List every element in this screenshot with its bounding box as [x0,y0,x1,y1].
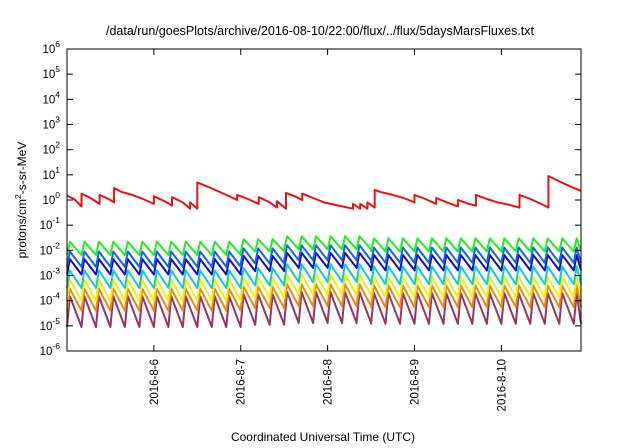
y-tick-label: 100 [42,190,60,207]
y-tick-base: 10 [40,271,53,283]
y-tick-exponent: 2 [55,140,60,150]
series-line-6 [66,283,582,312]
y-tick-label: 10-5 [40,316,61,333]
y-tick-base: 10 [42,120,55,132]
y-tick-exponent: -4 [52,291,60,301]
x-tick-label: 2016-8-7 [236,359,248,405]
series-line-2 [66,244,582,268]
y-tick-label: 103 [42,115,60,132]
series-line-0 [66,175,582,210]
x-axis-ticks: 2016-8-6 2016-8-7 2016-8-8 2016-8-9 2016-8-1… [149,49,508,411]
y-tick-base: 10 [42,170,55,182]
y-tick-exponent: 1 [55,165,60,175]
y-tick-base: 10 [42,44,55,56]
series-layer [66,175,582,328]
y-axis-label: protons/cm2-s-sr-MeV [13,142,29,259]
series-line-4 [66,263,582,289]
x-tick-label: 2016-8-10 [496,359,508,411]
y-tick-exponent: 3 [55,115,60,125]
y-tick-base: 10 [40,245,53,257]
y-tick-exponent: -2 [52,240,60,250]
y-tick-exponent: 6 [55,39,60,49]
y-tick-base: 10 [42,94,55,106]
series-line-7 [66,291,582,328]
series-line-1 [66,235,582,256]
y-tick-label: 10-6 [40,341,61,358]
y-tick-exponent: -1 [52,215,60,225]
y-tick-base: 10 [40,321,53,333]
y-tick-exponent: -6 [52,341,60,351]
y-tick-label: 101 [42,165,60,182]
y-tick-base: 10 [40,296,53,308]
x-axis-label: Coordinated Universal Time (UTC) [231,430,415,444]
y-axis-label-rest: -s-sr-MeV [15,142,29,195]
y-tick-exponent: 4 [55,89,60,99]
y-tick-exponent: 5 [55,64,60,74]
x-tick-label: 2016-8-9 [409,359,421,405]
y-tick-base: 10 [40,220,53,232]
y-tick-base: 10 [40,346,53,358]
y-tick-base: 10 [42,69,55,81]
y-tick-label: 10-1 [40,215,61,232]
x-tick-label: 2016-8-6 [149,359,161,405]
y-axis-label-base: protons/cm [15,199,29,258]
y-tick-label: 105 [42,64,60,81]
y-tick-exponent: 0 [55,190,60,200]
y-tick-base: 10 [42,195,55,207]
series-line-5 [66,273,582,302]
y-axis-ticks: 10-610-510-410-310-210-11001011021031041… [40,39,581,358]
y-tick-label: 10-3 [40,266,61,283]
y-tick-exponent: -5 [52,316,60,326]
y-tick-base: 10 [42,145,55,157]
y-tick-label: 104 [42,89,60,106]
x-tick-label: 2016-8-8 [323,359,335,405]
y-tick-label: 102 [42,140,60,157]
y-tick-label: 10-4 [40,291,61,308]
y-axis-label-superscript: 2 [13,194,23,199]
y-tick-exponent: -3 [52,266,60,276]
y-tick-label: 106 [42,39,60,56]
chart-title: /data/run/goesPlots/archive/2016-08-10/2… [106,24,535,38]
y-tick-label: 10-2 [40,240,61,257]
series-line-3 [66,251,582,276]
